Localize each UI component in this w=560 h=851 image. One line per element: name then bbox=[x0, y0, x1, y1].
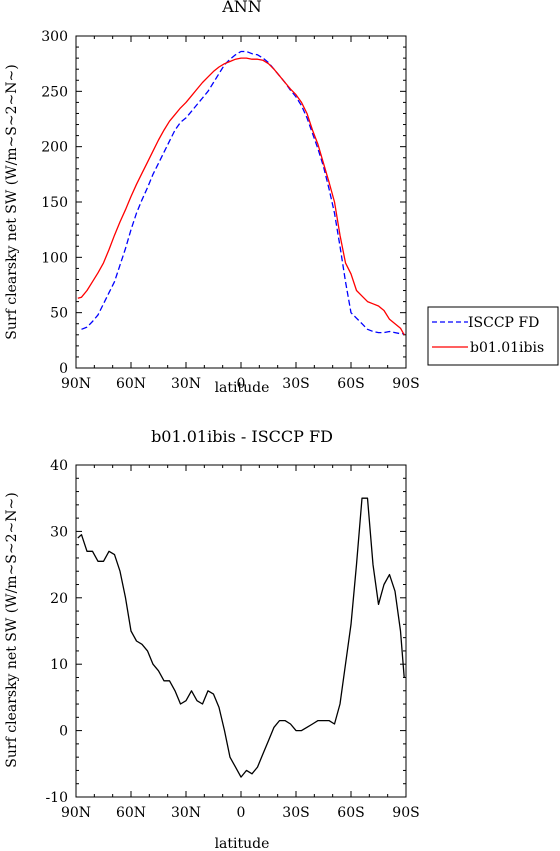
y-tick-label: 100 bbox=[41, 250, 68, 266]
x-tick-label: 90S bbox=[392, 805, 419, 821]
y-tick-label: 0 bbox=[59, 724, 68, 740]
top-chart-frame bbox=[75, 35, 407, 369]
x-tick-label: 90S bbox=[392, 376, 419, 392]
x-tick-label: 90N bbox=[61, 805, 91, 821]
y-tick-label: 300 bbox=[41, 29, 68, 45]
x-tick-label: 60S bbox=[337, 376, 364, 392]
top-chart-xlabel: latitude bbox=[215, 380, 270, 396]
x-tick-label: 30N bbox=[171, 805, 201, 821]
y-tick-label: 200 bbox=[41, 140, 68, 156]
y-tick-label: 250 bbox=[41, 84, 68, 100]
x-tick-label: 0 bbox=[237, 805, 246, 821]
bottom-chart: b01.01ibis - ISCCP FD Surf clearsky net … bbox=[4, 427, 420, 851]
top-chart-series bbox=[77, 50, 405, 336]
bottom-chart-frame bbox=[75, 464, 407, 798]
top-chart-ticks: 90N 60N 30N 0 30S 60S 90S 0 50 100 150 200 250 300 bbox=[41, 29, 419, 392]
legend-box bbox=[427, 306, 559, 366]
legend-label-isccp: ISCCP FD bbox=[468, 315, 539, 331]
x-tick-label: 30S bbox=[282, 805, 309, 821]
series-line-b01-01ibis bbox=[77, 57, 405, 336]
x-tick-label: 30S bbox=[282, 376, 309, 392]
x-tick-label: 0 bbox=[237, 376, 246, 392]
x-tick-label: 30N bbox=[171, 376, 201, 392]
y-tick-label: 50 bbox=[50, 306, 68, 322]
bottom-chart-title: b01.01ibis - ISCCP FD bbox=[151, 427, 333, 446]
bottom-chart-ylabel: Surf clearsky net SW (W/m~S~2~N~) bbox=[4, 492, 20, 767]
legend: ISCCP FD b01.01ibis bbox=[427, 306, 559, 366]
x-tick-label: 90N bbox=[61, 376, 91, 392]
y-tick-label: 10 bbox=[50, 657, 68, 673]
top-chart-title: ANN bbox=[221, 0, 262, 16]
series-line-isccp-fd bbox=[81, 50, 405, 335]
y-tick-label: 20 bbox=[50, 591, 68, 607]
bottom-chart-xlabel: latitude bbox=[215, 836, 270, 851]
top-chart-ylabel: Surf clearsky net SW (W/m~S~2~N~) bbox=[4, 64, 20, 339]
y-tick-label: 30 bbox=[50, 524, 68, 540]
legend-label-b01: b01.01ibis bbox=[470, 340, 544, 356]
top-chart: ANN Surf clearsky net SW (W/m~S~2~N~) la… bbox=[4, 0, 559, 396]
bottom-chart-series bbox=[77, 497, 405, 778]
bottom-chart-ticks: 90N 60N 30N 0 30S 60S 90S -10 0 10 20 30 40 bbox=[45, 458, 419, 821]
y-tick-label: 40 bbox=[50, 458, 68, 474]
x-tick-label: 60N bbox=[116, 376, 146, 392]
x-tick-label: 60S bbox=[337, 805, 364, 821]
y-tick-label: 0 bbox=[59, 361, 68, 377]
y-tick-label: -10 bbox=[45, 790, 68, 806]
y-tick-label: 150 bbox=[41, 195, 68, 211]
x-tick-label: 60N bbox=[116, 805, 146, 821]
series-line-difference bbox=[77, 497, 405, 778]
